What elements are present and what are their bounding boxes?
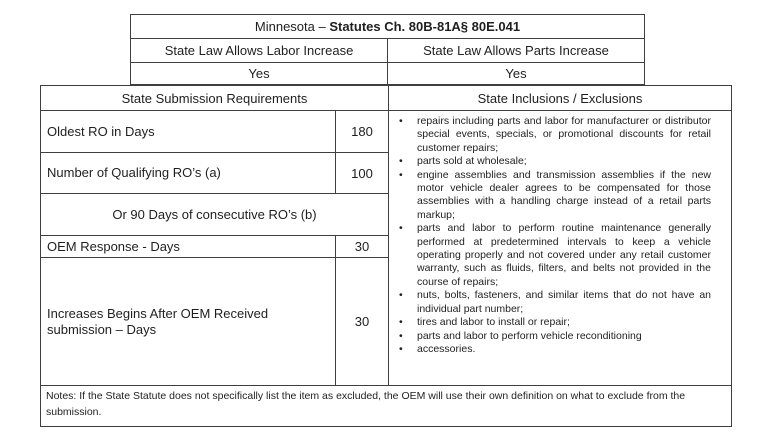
parts-increase-label: State Law Allows Parts Increase — [423, 43, 609, 58]
submission-requirements-header: State Submission Requirements — [41, 86, 388, 111]
bullet-text: parts and labor to perform routine maint… — [417, 222, 711, 288]
bullet-text: accessories. — [417, 342, 476, 355]
list-item: parts sold at wholesale; — [399, 155, 711, 168]
bullet-icon — [399, 343, 417, 356]
statute-title-citation: Statutes Ch. 80B-81A§ 80E.041 — [329, 19, 521, 34]
labor-increase-label: State Law Allows Labor Increase — [131, 39, 388, 62]
bullet-icon — [399, 155, 417, 168]
bullet-icon — [399, 316, 417, 329]
allowance-label-row: State Law Allows Labor Increase State La… — [131, 39, 644, 63]
list-item: repairs including parts and labor for ma… — [399, 115, 711, 155]
statute-title: Minnesota – Statutes Ch. 80B-81A§ 80E.04… — [131, 15, 644, 39]
row-value: 30 — [335, 258, 388, 385]
row-label: Increases Begins After OEM Received subm… — [47, 305, 269, 337]
list-item: accessories. — [399, 343, 711, 356]
statute-header-table: Minnesota – Statutes Ch. 80B-81A§ 80E.04… — [130, 14, 645, 85]
row-label: OEM Response - Days — [47, 238, 180, 254]
bullet-text: tires and labor to install or repair; — [417, 316, 570, 329]
bullet-text: engine assemblies and transmission assem… — [417, 168, 711, 221]
table-body: State Submission Requirements Oldest RO … — [41, 86, 731, 385]
submission-requirements-section: State Submission Requirements Oldest RO … — [41, 86, 389, 385]
table-row-increase-begins: Increases Begins After OEM Received subm… — [41, 258, 388, 385]
bullet-text: nuts, bolts, fasteners, and similar item… — [417, 289, 711, 315]
bullet-icon — [399, 115, 417, 155]
table-row-oldest-ro: Oldest RO in Days 180 — [41, 111, 388, 153]
table-row-oem-response: OEM Response - Days 30 — [41, 236, 388, 258]
row-value: 180 — [335, 111, 388, 152]
row-value: 100 — [335, 153, 388, 193]
notes-row: Notes: If the State Statute does not spe… — [41, 385, 731, 426]
bullet-text: parts sold at wholesale; — [417, 155, 527, 168]
list-item: parts and labor to perform routine maint… — [399, 222, 711, 289]
allowance-value-row: Yes Yes — [131, 63, 644, 84]
inclusions-bullet-list: repairs including parts and labor for ma… — [389, 111, 731, 385]
bullet-icon — [399, 222, 417, 289]
table-row-qualifying-ros: Number of Qualifying RO’s (a) 100 — [41, 153, 388, 194]
list-item: engine assemblies and transmission assem… — [399, 169, 711, 223]
table-row-consecutive-ros: Or 90 Days of consecutive RO’s (b) — [41, 194, 388, 236]
bullet-icon — [399, 169, 417, 223]
list-item: nuts, bolts, fasteners, and similar item… — [399, 289, 711, 316]
row-label: Number of Qualifying RO’s (a) — [47, 165, 221, 180]
row-label: Oldest RO in Days — [47, 123, 155, 139]
list-item: tires and labor to install or repair; — [399, 316, 711, 329]
inclusions-exclusions-header: State Inclusions / Exclusions — [389, 86, 731, 111]
list-item: parts and labor to perform vehicle recon… — [399, 330, 711, 343]
statute-title-state: Minnesota – — [254, 19, 330, 34]
row-value: 30 — [335, 236, 388, 257]
bullet-text: parts and labor to perform vehicle recon… — [417, 329, 642, 342]
labor-increase-value: Yes — [131, 63, 388, 84]
inclusions-exclusions-section: State Inclusions / Exclusions repairs in… — [389, 86, 731, 385]
bullet-text: repairs including parts and labor for ma… — [417, 115, 711, 154]
bullet-icon — [399, 330, 417, 343]
state-details-table: State Submission Requirements Oldest RO … — [40, 85, 732, 427]
bullet-icon — [399, 289, 417, 316]
parts-increase-value: Yes — [505, 66, 527, 81]
